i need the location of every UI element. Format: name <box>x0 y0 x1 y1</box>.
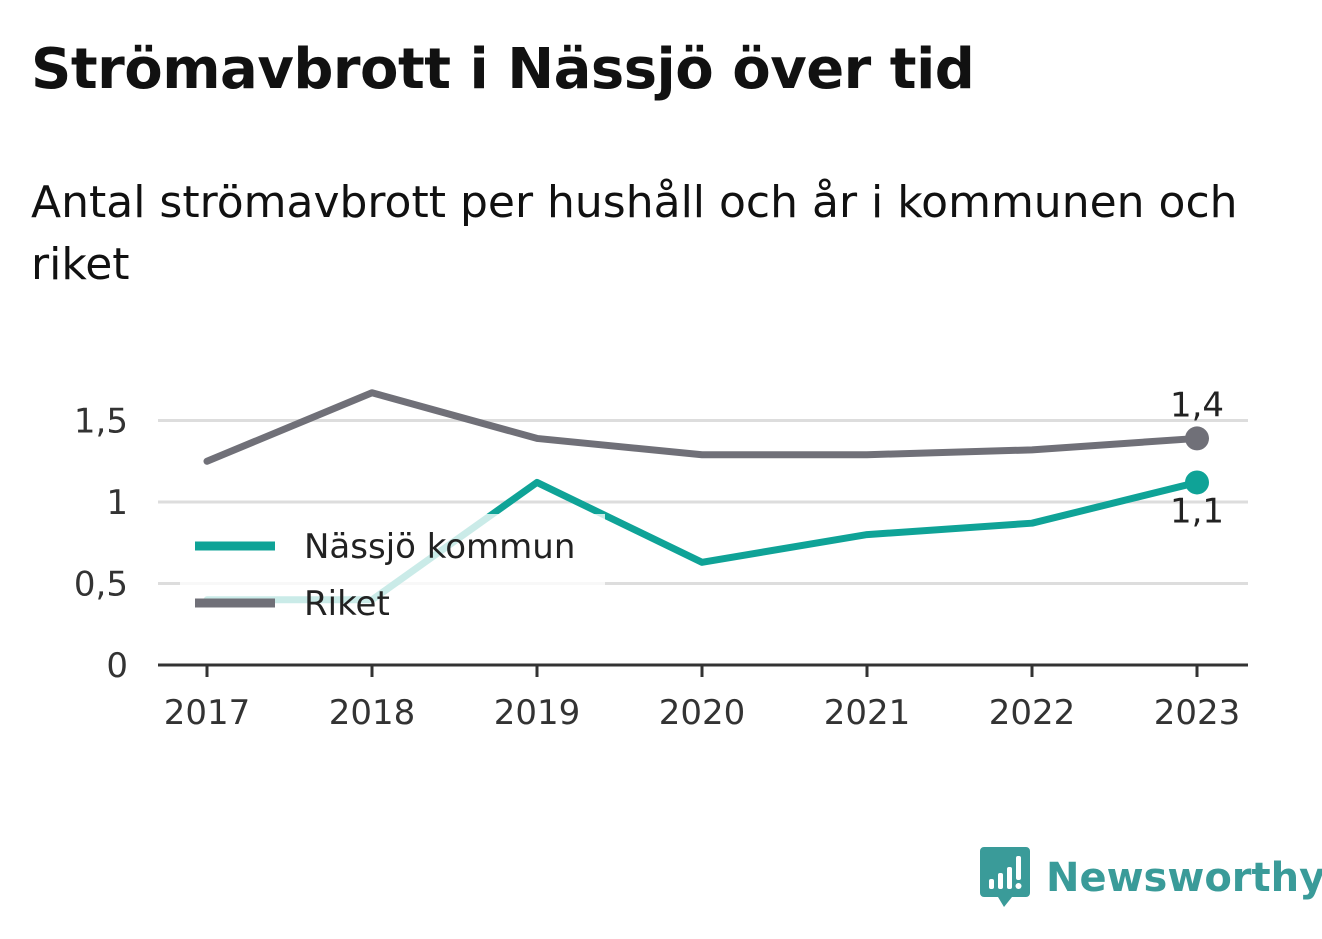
series-line-1 <box>203 389 1201 465</box>
end-point <box>1185 470 1209 495</box>
end-markers: 1,1 1,4 <box>1170 385 1224 531</box>
y-tick-label: 1 <box>106 483 128 523</box>
end-value-label: 1,4 <box>1170 385 1224 425</box>
x-tick-label: 2023 <box>1154 693 1241 733</box>
x-axis <box>158 663 1248 677</box>
x-tick-label: 2017 <box>164 693 251 733</box>
x-tick-label: 2022 <box>989 693 1076 733</box>
x-axis-labels: 2017 2018 2019 2020 2021 2022 2023 <box>164 693 1241 733</box>
y-tick-label: 0 <box>106 646 128 686</box>
bar-chart-speech-bubble-icon <box>980 847 1030 907</box>
y-axis-labels: 0 0,5 1 1,5 <box>74 402 128 687</box>
x-tick-label: 2021 <box>824 693 911 733</box>
y-tick-label: 0,5 <box>74 565 128 605</box>
legend: Nässjö kommun Riket <box>180 514 605 632</box>
x-tick-label: 2020 <box>659 693 746 733</box>
brand-name: Newsworthy <box>1046 855 1322 901</box>
legend-background <box>180 514 605 632</box>
end-point <box>1185 426 1209 451</box>
legend-label: Riket <box>304 584 390 624</box>
x-tick-label: 2018 <box>329 693 416 733</box>
newsworthy-logo: Newsworthy <box>980 846 1322 910</box>
chart-title: Strömavbrott i Nässjö över tid <box>31 37 975 102</box>
end-value-label: 1,1 <box>1170 491 1224 531</box>
chart-subtitle: Antal strömavbrott per hushåll och år i … <box>31 177 1238 290</box>
x-tick-label: 2019 <box>494 693 581 733</box>
legend-label: Nässjö kommun <box>304 527 575 567</box>
y-tick-label: 1,5 <box>74 402 128 442</box>
